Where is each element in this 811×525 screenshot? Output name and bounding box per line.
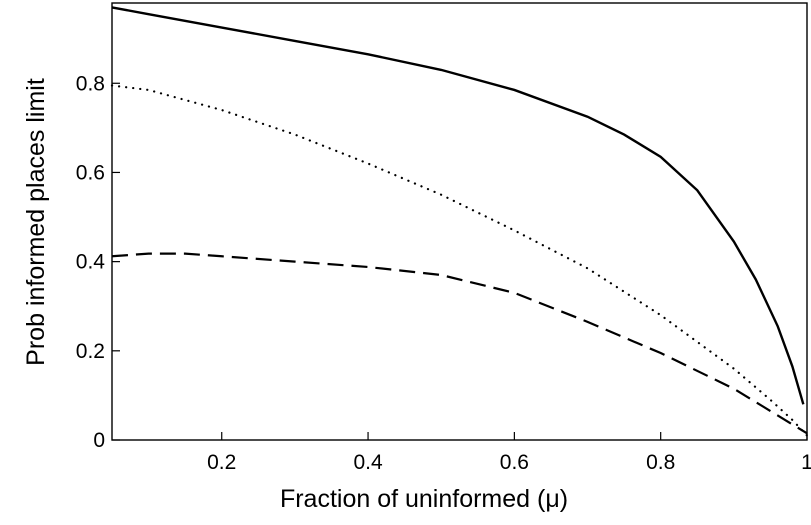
y-tick-label: 0.2: [76, 340, 105, 363]
x-tick-label: 0.4: [353, 451, 383, 474]
y-tick-label: 0.6: [76, 161, 105, 184]
series-layer: [110, 6, 809, 437]
x-axis-label: Fraction of uninformed (μ): [280, 485, 568, 513]
x-tick-label: 1: [801, 451, 811, 474]
plot-frame: [111, 2, 808, 441]
y-axis-label: Prob informed places limit: [22, 78, 50, 366]
x-tick-label: 0.2: [207, 451, 236, 474]
y-tick-label: 0.4: [76, 251, 106, 274]
y-axis: 0 0.2 0.4 0.6 0.8: [76, 72, 120, 452]
x-axis: 0.2 0.4 0.6 0.8 1: [207, 432, 811, 474]
series-line-solid: [111, 6, 805, 405]
y-tick-label: 0: [93, 429, 105, 452]
y-tick-label: 0.8: [76, 72, 105, 95]
series-line-dotted: [110, 84, 809, 437]
series-line-dashed: [111, 252, 808, 435]
x-tick-label: 0.8: [646, 451, 675, 474]
x-tick-label: 0.6: [500, 451, 529, 474]
